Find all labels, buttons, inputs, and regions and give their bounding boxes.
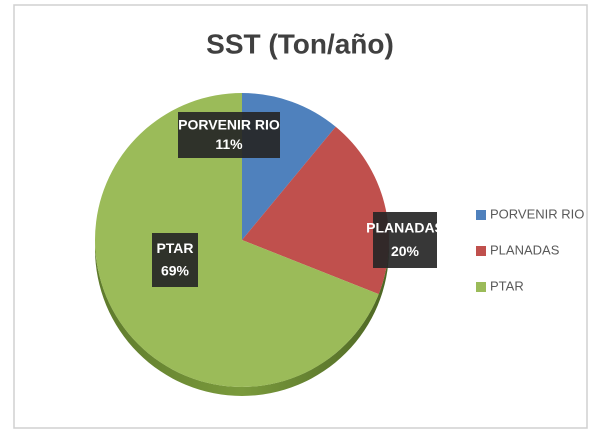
legend-swatch <box>476 246 486 256</box>
data-label-box <box>373 212 437 268</box>
legend-swatch <box>476 210 486 220</box>
data-labels: PORVENIR RIO 11% PLANADAS 20% PTAR 69% <box>152 112 444 287</box>
data-label-value: 20% <box>391 243 420 259</box>
pie <box>95 93 389 396</box>
data-label-category: PTAR <box>156 240 193 256</box>
pie-slice <box>242 126 389 295</box>
legend-swatch <box>476 282 486 292</box>
legend-label: PTAR <box>490 278 524 293</box>
data-label-category: PLANADAS <box>366 220 444 236</box>
data-label-category: PORVENIR RIO <box>178 117 280 133</box>
pie-slice <box>95 93 379 387</box>
data-label-box <box>152 233 198 287</box>
legend-label: PLANADAS <box>490 242 560 257</box>
data-label-value: 11% <box>215 136 243 152</box>
legend: PORVENIR RIO PLANADAS PTAR <box>476 206 584 293</box>
data-label-value: 69% <box>161 263 190 279</box>
chart-title: SST (Ton/año) <box>206 28 394 59</box>
data-label-box <box>178 112 280 158</box>
legend-label: PORVENIR RIO <box>490 206 584 221</box>
